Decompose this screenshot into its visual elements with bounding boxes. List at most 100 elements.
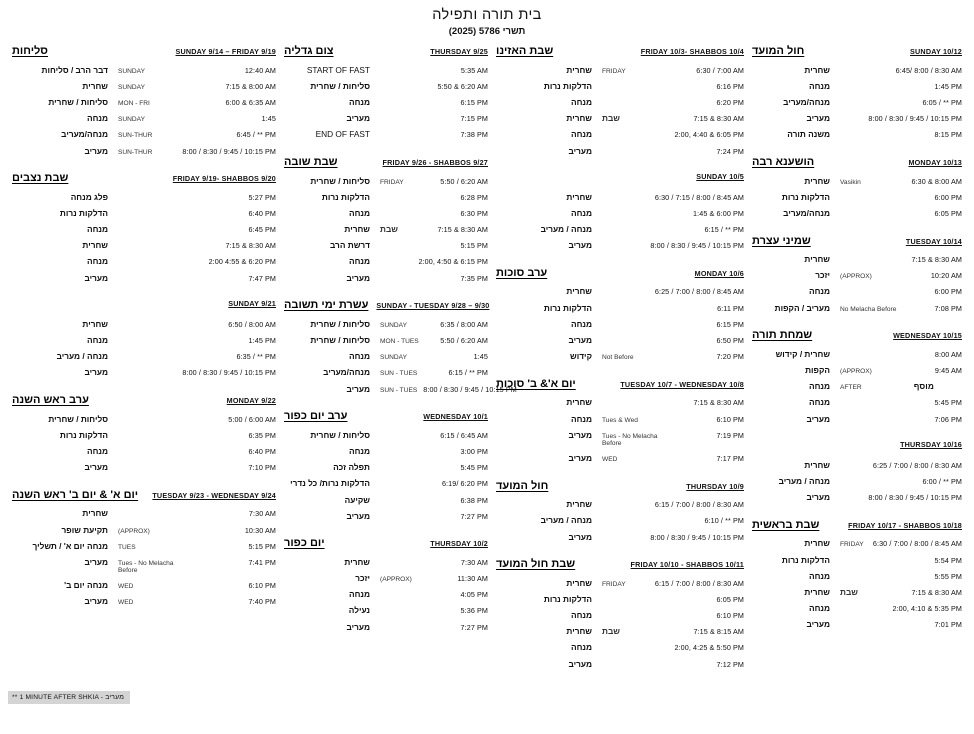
- row-label: סליחות / שחרית: [310, 429, 370, 440]
- row-note: Tues - No Melacha Before: [602, 432, 658, 448]
- row-label: הדלקות נרות: [59, 429, 108, 440]
- section-title: ערב יום כפור: [284, 410, 348, 423]
- row-label: מנחה: [86, 256, 108, 267]
- row-time: 6:35 PM: [248, 430, 276, 440]
- schedule-row: הדלקות נרות 6:28 PM: [284, 189, 488, 205]
- row-label: מנחה / מעריב: [540, 224, 592, 235]
- row-label: שחרית / קידוש: [775, 348, 830, 359]
- row-label: מעריב: [346, 510, 370, 521]
- schedule-row: END OF FAST 7:38 PM: [284, 127, 488, 143]
- section-header: חול המועד THURSDAY 10/9: [496, 480, 744, 493]
- schedule-row: פלג מנחה 5:27 PM: [12, 189, 276, 205]
- row-time: 6:05 / ** PM: [922, 97, 962, 107]
- schedule-row: מנחה/מעריב 6:05 / ** PM: [752, 94, 962, 110]
- schedule-row: מעריב 7:27 PM: [284, 619, 488, 635]
- row-label: מעריב: [84, 367, 108, 378]
- footnote: ** 1 MINUTE AFTER SHKIA - מעריב: [8, 691, 131, 705]
- row-label: מעריב: [84, 145, 108, 156]
- row-label: יזכר: [355, 573, 370, 584]
- schedule-row: סליחות / שחרית SUNDAY 6:35 / 8:00 AM: [284, 316, 488, 332]
- row-time: 6:15 / ** PM: [704, 225, 744, 235]
- row-note: Tues & Wed: [602, 416, 638, 424]
- schedule-row: מנחה 4:05 PM: [284, 587, 488, 603]
- schedule-row: שחרית FRIDAY 6:30 / 7:00 AM: [496, 62, 744, 78]
- schedule-row: מעריב 7:12 PM: [496, 656, 744, 672]
- row-label: מעריב: [568, 240, 592, 251]
- section-date-range: TUESDAY 9/23 - WEDNESDAY 9/24: [152, 490, 276, 500]
- row-label: הדלקות נרות: [781, 191, 830, 202]
- schedule-row: מעריב 7:15 PM: [284, 111, 488, 127]
- schedule-row: שחרית FRIDAY 6:30 / 7:00 / 8:00 / 8:45 AM: [752, 536, 962, 552]
- row-time: 5:15 PM: [248, 541, 276, 551]
- row-label: מנחה/מעריב: [323, 367, 370, 378]
- schedule-row: הדלקות נרות/ כל נדרי 6:19/ 6:20 PM: [284, 476, 488, 492]
- row-note: שבת: [380, 224, 398, 235]
- row-label: מנחה: [570, 129, 592, 140]
- section-title: חול המועד: [752, 45, 805, 57]
- row-note: SUNDAY: [380, 321, 407, 329]
- row-label: משנה תורה: [787, 129, 830, 140]
- row-note: (APPROX): [840, 273, 872, 281]
- schedule-section: שבת חול המועד FRIDAY 10/10 - SHABBOS 10/1…: [496, 558, 744, 672]
- schedule-section: ערב ראש השנה MONDAY 9/22 סליחות / שחרית 5:0…: [12, 394, 276, 476]
- row-label: שחרית: [804, 64, 830, 75]
- section-header: שבת חול המועד FRIDAY 10/10 - SHABBOS 10/1…: [496, 558, 744, 571]
- schedule-row: מעריב SUN - TUES 8:00 / 8:30 / 9:45 / 10:1…: [284, 381, 516, 397]
- row-label: מנחה: [86, 113, 108, 124]
- row-note: SUNDAY: [380, 354, 407, 362]
- row-time: 6:15 / 6:45 AM: [440, 430, 488, 440]
- page-title: בית תורה ותפילה: [432, 7, 542, 23]
- schedule-row: מנחה/מעריב SUN-THUR 6:45 / ** PM: [12, 127, 276, 143]
- schedule-row: מנחה 2:00 4:55 & 6:20 PM: [12, 254, 276, 270]
- row-label: מנחה: [348, 96, 370, 107]
- section-date-range: THURSDAY 10/2: [430, 539, 488, 549]
- section-date-range: SUNDAY 10/5: [696, 172, 744, 182]
- schedule-section: שבת שובה FRIDAY 9/26 - SHABBOS 9/27 סליחות…: [284, 156, 488, 286]
- schedule-row: דרשת הרב 5:15 PM: [284, 238, 488, 254]
- schedule-row: מנחה 1:45 PM: [12, 332, 276, 348]
- section-date-range: SUNDAY - TUESDAY 9/28 – 9/30: [376, 301, 490, 311]
- schedule-section: THURSDAY 10/16 שחרית 6:25 / 7:00 / 8:00 / …: [752, 440, 962, 506]
- row-label: סליחות / שחרית: [48, 96, 108, 107]
- row-time: 5:50 / 6:20 AM: [440, 176, 488, 186]
- row-note: SUNDAY: [118, 116, 145, 124]
- schedule-row: מעריב 7:06 PM: [752, 411, 962, 427]
- row-time: 6:15 PM: [460, 97, 488, 107]
- row-label: תקיעת שופר: [61, 524, 108, 535]
- row-time: 5:55 PM: [934, 571, 962, 581]
- row-time: 6:05 PM: [716, 594, 744, 604]
- section-title: שבת האזינו: [496, 45, 554, 57]
- row-time: 8:00 / 8:30 / 9:45 / 10:15 PM: [650, 532, 744, 542]
- row-label: מנחה: [808, 80, 830, 91]
- section-date-range: MONDAY 9/22: [226, 396, 276, 405]
- row-time: 5:35 AM: [460, 65, 488, 75]
- row-time: 7:19 PM: [716, 430, 744, 440]
- schedule-row: מנחה 1:45 PM: [752, 78, 962, 94]
- schedule-row: מעריב Tues - No Melacha Before 7:41 PM: [12, 554, 276, 577]
- row-time: 6:10 / ** PM: [704, 516, 744, 526]
- footnote-text: 1 MINUTE AFTER SHKIA -: [19, 694, 104, 702]
- row-time: 7:30 AM: [460, 557, 488, 567]
- row-label: קידוש: [570, 351, 592, 362]
- row-label: דרשת הרב: [329, 240, 370, 251]
- row-label: פלג מנחה: [70, 191, 108, 202]
- section-title: סליחות: [12, 45, 48, 57]
- section-header: שבת נצבים FRIDAY 9/19- SHABBOS 9/20: [12, 172, 276, 185]
- section-date-range: TUESDAY 10/7 - WEDNESDAY 10/8: [620, 379, 744, 389]
- schedule-section: יום א' & יום ב' ראש השנה TUESDAY 9/23 - W…: [12, 489, 276, 610]
- row-label: START OF FAST: [306, 64, 370, 75]
- schedule-row: מנחה 1:45 & 6:00 PM: [496, 205, 744, 221]
- row-time: 1:45: [261, 114, 276, 124]
- row-time: 6:11 PM: [717, 303, 744, 313]
- row-label: מנחה: [808, 381, 830, 392]
- row-label: שחרית: [344, 556, 370, 567]
- section-date-range: THURSDAY 10/16: [900, 440, 962, 450]
- row-time: 4:05 PM: [460, 590, 488, 600]
- row-time: 6:30 PM: [460, 208, 488, 218]
- section-title: שמחת תורה: [752, 329, 813, 342]
- row-time: 6:00 PM: [934, 192, 962, 202]
- row-time: 6:00 & 6:35 AM: [225, 97, 276, 107]
- schedule-row: מעריב 7:27 PM: [284, 508, 488, 524]
- row-label: מנחה: [348, 589, 370, 600]
- row-label: שחרית: [804, 586, 830, 597]
